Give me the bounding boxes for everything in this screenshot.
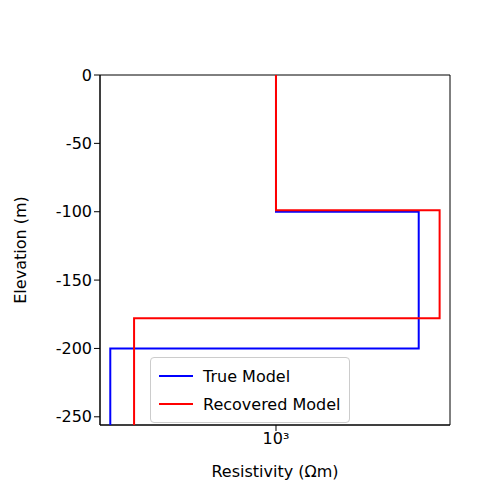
svg-text:-250: -250 — [56, 407, 92, 426]
html-text:Recovered Model: Recovered Model — [203, 394, 341, 414]
svg-text:0: 0 — [82, 66, 92, 85]
svg-text:-150: -150 — [56, 271, 92, 290]
svg-text:-50: -50 — [66, 134, 92, 153]
svg-text:Resistivity (Ωm): Resistivity (Ωm) — [211, 462, 338, 481]
svg-text:-100: -100 — [56, 202, 92, 221]
html-text:True Model: True Model — [203, 366, 291, 386]
svg-text:-200: -200 — [56, 339, 92, 358]
svg-text:Elevation (m): Elevation (m) — [11, 196, 30, 303]
svg-text:10³: 10³ — [263, 429, 290, 448]
